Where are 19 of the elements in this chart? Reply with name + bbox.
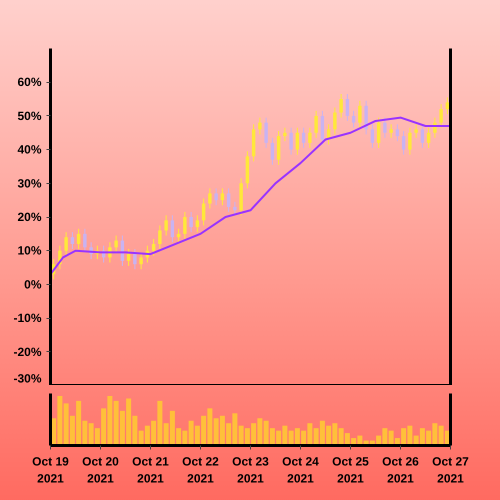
y-tick-label: 60%	[17, 75, 42, 90]
y-tick-label: 30%	[17, 176, 42, 190]
x-tick-label: Oct 27 2021	[432, 454, 470, 486]
y-tick-label: 50%	[17, 108, 42, 123]
x-tick-label: Oct 26 2021	[382, 454, 420, 486]
y-tick-label: -30%	[13, 372, 42, 386]
y-tick-label: 10%	[17, 244, 42, 258]
x-tick-label: Oct 19 2021	[32, 454, 70, 486]
x-tick-label: Oct 25 2021	[332, 454, 370, 486]
y-tick-label: 0%	[24, 277, 42, 292]
y-tick-label: 40%	[17, 142, 42, 157]
x-tick-label: Oct 22 2021	[182, 454, 220, 486]
x-tick-label: Oct 24 2021	[282, 454, 320, 486]
y-tick-label: 20%	[17, 210, 42, 224]
x-tick-label: Oct 21 2021	[132, 454, 170, 486]
x-tick-label: Oct 20 2021	[82, 454, 120, 486]
y-tick-label: -20%	[13, 344, 42, 359]
y-tick-label: -10%	[13, 311, 42, 326]
x-tick-label: Oct 23 2021	[232, 454, 270, 486]
